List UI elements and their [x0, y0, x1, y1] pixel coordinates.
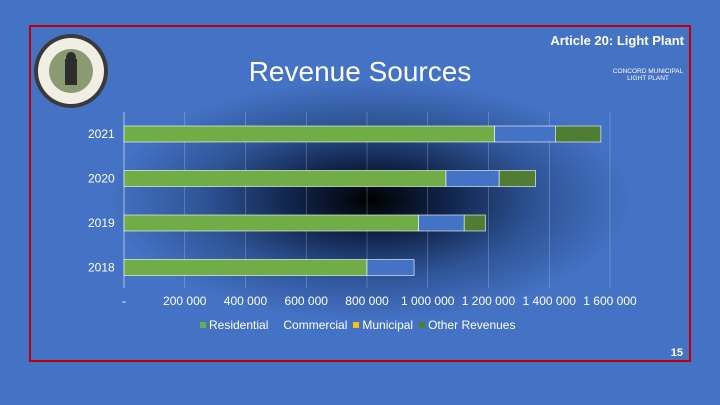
x-tick-label: 1 400 000: [523, 294, 577, 308]
article-label: Article 20: Light Plant: [550, 33, 684, 48]
x-tick-label: 1 600 000: [583, 294, 637, 308]
slide-frame: [29, 25, 691, 362]
legend-label: Municipal: [362, 318, 414, 332]
chart-legend: Residential Commercial Municipal Other Reve…: [200, 318, 515, 332]
page-number: 15: [670, 347, 683, 359]
slide-title: Revenue Sources: [248, 56, 472, 87]
category-label: 2019: [88, 216, 115, 230]
legend-swatch: [274, 322, 281, 328]
bar-commercial: [366, 259, 415, 276]
bar-other-revenues: [555, 125, 602, 143]
x-tick-label: 800 000: [345, 294, 389, 308]
bar-other-revenues: [463, 214, 486, 232]
category-label: 2018: [88, 261, 115, 275]
legend-label: Commercial: [283, 318, 348, 332]
legend-swatch: [353, 322, 360, 328]
legend-label: Residential: [209, 318, 269, 332]
x-tick-label: 1 000 000: [401, 294, 455, 308]
x-tick-label: 600 000: [285, 294, 329, 308]
bar-other-revenues: [498, 170, 536, 187]
x-tick-label: 400 000: [224, 294, 268, 308]
x-tick-label: -: [122, 294, 126, 308]
town-seal-logo: [34, 34, 108, 108]
legend-swatch: [419, 322, 426, 328]
legend-item: Other Revenues: [419, 318, 515, 332]
legend-item: Commercial: [274, 318, 347, 332]
logo-line-1: CONCORD MUNICIPAL: [612, 68, 684, 75]
category-label: 2021: [88, 127, 115, 141]
x-tick-label: 200 000: [163, 294, 207, 308]
legend-swatch: [200, 322, 206, 328]
light-plant-logo: CONCORD MUNICIPAL LIGHT PLANT: [612, 68, 684, 82]
legend-item: Municipal: [353, 318, 413, 332]
x-tick-label: 1 200 000: [462, 294, 516, 308]
logo-line-2: LIGHT PLANT: [627, 75, 669, 82]
category-label: 2020: [88, 172, 115, 186]
legend-item: Residential: [200, 318, 268, 332]
legend-label: Other Revenues: [428, 318, 516, 332]
